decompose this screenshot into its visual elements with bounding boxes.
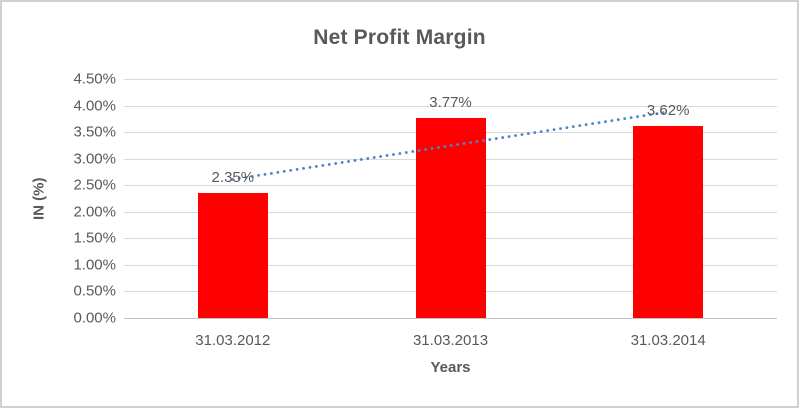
- y-tick-label: 3.00%: [73, 150, 116, 168]
- y-tick-label: 2.50%: [73, 176, 116, 194]
- y-axis-tick-labels: 0.00% 0.50% 1.00% 1.50% 2.00% 2.50% 3.00% 3.50%…: [2, 71, 116, 327]
- bar: [633, 125, 704, 318]
- bar-value-label: 2.35%: [211, 169, 255, 187]
- x-tick-label: 31.03.2013: [412, 332, 489, 349]
- chart-title: Net Profit Margin: [313, 26, 486, 49]
- y-tick-label: 1.00%: [73, 256, 116, 274]
- x-tick-label: 31.03.2012: [195, 332, 271, 349]
- bar-value-label: 3.77%: [429, 93, 472, 111]
- gridline: [124, 79, 777, 80]
- y-tick-label: 4.50%: [73, 70, 116, 88]
- bar: [197, 193, 268, 318]
- x-axis-tick-labels: 31.03.2012 31.03.2013 31.03.2014: [124, 332, 777, 352]
- x-axis-title: Years: [430, 359, 471, 376]
- gridline: [124, 105, 777, 107]
- y-tick-label: 4.00%: [73, 97, 116, 115]
- plot-area: 2.35% 3.77% 3.62%: [124, 79, 777, 319]
- x-tick-label: 31.03.2014: [630, 332, 706, 349]
- bar-value-label: 3.62%: [646, 101, 690, 119]
- trendline: [231, 110, 670, 181]
- y-tick-label: 0.00%: [73, 309, 116, 327]
- y-tick-label: 1.50%: [73, 229, 116, 247]
- y-tick-label: 3.50%: [73, 123, 116, 141]
- y-tick-label: 0.50%: [73, 282, 116, 300]
- bar: [415, 117, 486, 318]
- y-tick-label: 2.00%: [73, 203, 116, 221]
